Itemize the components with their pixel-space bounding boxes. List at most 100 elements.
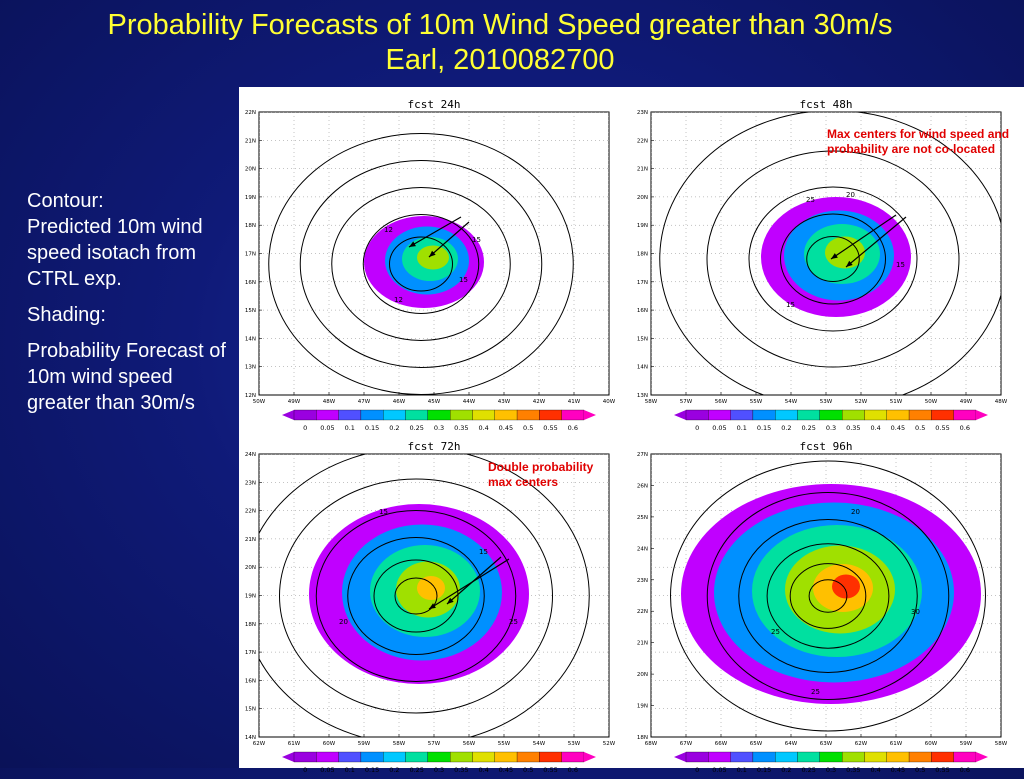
x-tick-label: 48W — [323, 399, 336, 405]
colorbar-swatch — [864, 409, 887, 421]
colorbar-swatch — [953, 409, 977, 421]
colorbar-label: 0.15 — [365, 424, 379, 432]
contour-label: 12 — [384, 226, 393, 234]
annotation-double-max: Double probability max centers — [488, 460, 594, 489]
colorbar-label: 0.15 — [365, 766, 379, 774]
isotach-contour-1 — [780, 213, 886, 305]
contour-label: 15 — [896, 261, 905, 269]
legend-description: Contour: Predicted 10m wind speed isotac… — [27, 188, 227, 426]
colorbar-swatch — [561, 751, 585, 763]
colorbar-swatch — [293, 751, 317, 763]
colorbar-swatch — [472, 751, 495, 763]
x-tick-label: 54W — [533, 741, 546, 747]
y-tick-label: 21N — [245, 537, 256, 543]
panel-1-svg: 15 15 20 25 fcst 48h 23N 22N 21N 20N 19N 18N 17N 16N… — [637, 98, 1008, 432]
slide-title: Probability Forecasts of 10m Wind Speed … — [0, 8, 1000, 78]
colorbar-swatch — [427, 751, 451, 763]
colorbar-label: 0.45 — [891, 766, 905, 774]
x-tick-label: 58W — [645, 399, 658, 405]
isotach-contour-1 — [373, 559, 459, 633]
colorbar-swatch — [561, 409, 585, 421]
y-tick-label: 16N — [637, 308, 648, 314]
colorbar-swatch — [864, 751, 887, 763]
colorbar-label: 0.2 — [389, 766, 399, 774]
colorbar-label: 0.45 — [499, 766, 513, 774]
x-tick-label: 47W — [358, 399, 371, 405]
colorbar-swatch — [427, 409, 451, 421]
x-tick-label: 43W — [498, 399, 511, 405]
colorbar-label: 0 — [695, 424, 699, 432]
colorbar-label: 0.6 — [960, 424, 970, 432]
colorbar-swatch — [775, 751, 798, 763]
colorbar-label: 0.05 — [712, 424, 726, 432]
colorbar-label: 0.45 — [891, 424, 905, 432]
colorbar-label: 0 — [303, 766, 307, 774]
panel-title: fcst 24h — [408, 98, 461, 111]
isotach-contour-3 — [738, 519, 918, 673]
panel-72h: 15 20 25 15 fcst 72h 24N 23N 22N 21N 20N 19N 18N 17N… — [239, 439, 619, 779]
panel-24h: 12 15 15 12 fcst 24h 22N 21N 20N 19N 18N 17N 16N 15N… — [239, 97, 619, 437]
x-tick-label: 50W — [253, 399, 266, 405]
isotach-contour-2 — [347, 537, 485, 655]
y-tick-label: 20N — [637, 672, 648, 678]
contour-label: 15 — [479, 548, 488, 556]
colorbar-label: 0.1 — [345, 424, 355, 432]
colorbar-label: 0.25 — [409, 766, 423, 774]
y-tick-label: 16N — [245, 678, 256, 684]
colorbar-label: 0.1 — [737, 766, 747, 774]
x-tick-label: 49W — [288, 399, 301, 405]
colorbar-swatch — [797, 409, 820, 421]
colorbar-label: 0.1 — [345, 766, 355, 774]
x-tick-label: 41W — [568, 399, 581, 405]
x-tick-label: 53W — [568, 741, 581, 747]
x-tick-label: 61W — [890, 741, 903, 747]
colorbar-label: 0.4 — [478, 424, 488, 432]
probability-shading-3 — [825, 236, 865, 269]
isotach-contour-5 — [670, 460, 986, 732]
colorbar-label: 0.35 — [846, 424, 860, 432]
y-tick-label: 20N — [245, 565, 256, 571]
colorbar-swatch — [708, 409, 731, 421]
colorbar-label: 0.5 — [915, 766, 925, 774]
colorbar-swatch — [405, 751, 428, 763]
y-tick-label: 22N — [245, 110, 256, 116]
y-tick-label: 18N — [245, 223, 256, 229]
colorbar-swatch — [685, 409, 709, 421]
colorbar-label: 0.55 — [935, 766, 949, 774]
y-tick-label: 12N — [245, 393, 256, 399]
colorbar-swatch — [752, 409, 776, 421]
panel-title: fcst 96h — [800, 440, 853, 453]
colorbar-label: 0.25 — [801, 424, 815, 432]
colorbar-swatch — [797, 751, 820, 763]
colorbar: 0 0.05 0.1 0.15 0.2 0.25 0.3 0.35 0.4 0.45 0.5 0.55… — [674, 409, 988, 432]
annotation-arrow — [830, 214, 897, 260]
y-tick-label: 22N — [637, 609, 648, 615]
y-tick-label: 21N — [245, 138, 256, 144]
shading-label: Shading: — [27, 304, 106, 326]
colorbar-label: 0.05 — [320, 424, 334, 432]
colorbar-swatch — [293, 409, 317, 421]
colorbar-swatch — [708, 751, 731, 763]
probability-shading-3 — [417, 245, 449, 270]
colorbar-swatch — [819, 409, 843, 421]
colorbar-swatch — [516, 751, 540, 763]
colorbar-swatch — [405, 409, 428, 421]
y-tick-label: 23N — [637, 110, 648, 116]
colorbar-label: 0.45 — [499, 424, 513, 432]
colorbar-swatch — [842, 751, 865, 763]
isotach-contour-3 — [706, 150, 960, 368]
x-tick-label: 57W — [428, 741, 441, 747]
colorbar-label: 0.2 — [781, 424, 791, 432]
x-tick-label: 55W — [498, 741, 511, 747]
colorbar-swatch — [685, 751, 709, 763]
isotach-contour-4 — [706, 492, 950, 700]
y-tick-label: 19N — [245, 594, 256, 600]
y-tick-label: 14N — [637, 365, 648, 371]
colorbar-label: 0.25 — [409, 424, 423, 432]
colorbar-label: 0.5 — [523, 424, 533, 432]
x-tick-label: 49W — [960, 399, 973, 405]
contour-label: 15 — [379, 508, 388, 516]
contour-label: 20 — [846, 191, 855, 199]
forecast-figure: 12 15 15 12 fcst 24h 22N 21N 20N 19N 18N 17N 16N 15N… — [239, 87, 1024, 774]
colorbar-swatch — [886, 409, 910, 421]
